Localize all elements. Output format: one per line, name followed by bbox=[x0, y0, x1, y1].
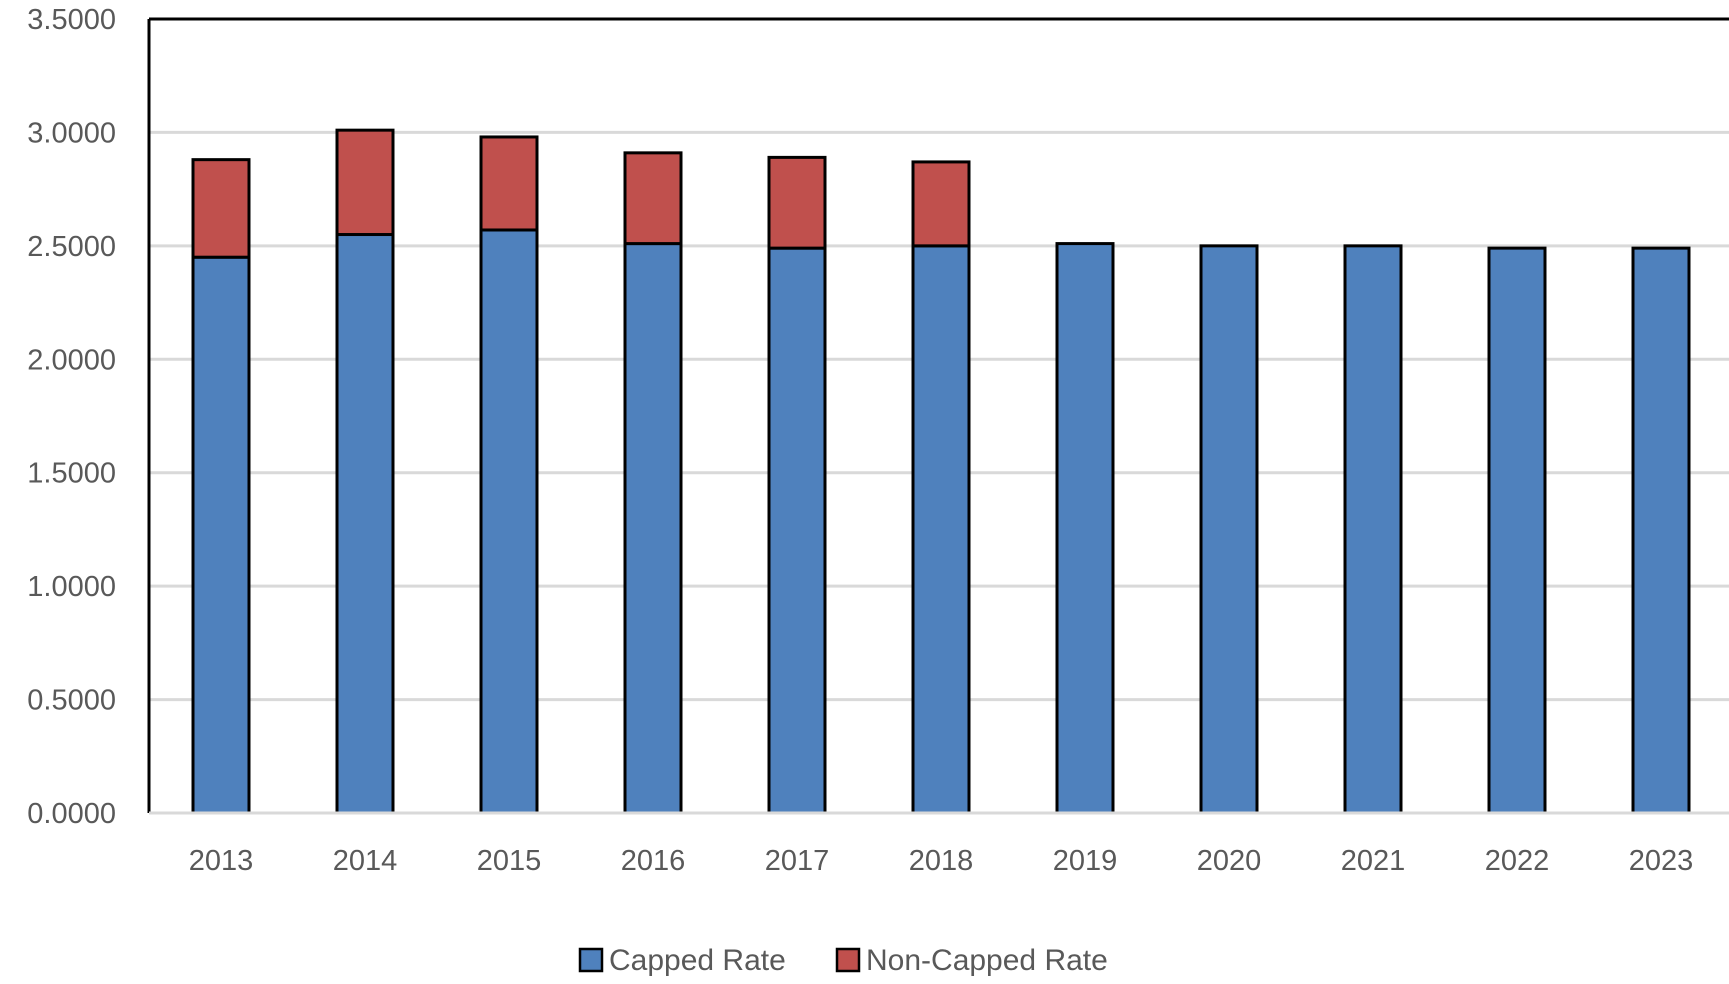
axes bbox=[147, 17, 1729, 815]
bar-capped-rate-2022 bbox=[1487, 246, 1547, 815]
legend-swatch-capped-rate bbox=[578, 947, 604, 973]
bar-capped-rate-2016 bbox=[623, 242, 683, 815]
y-tick-label: 2.5000 bbox=[27, 231, 116, 263]
y-tick-label: 2.0000 bbox=[27, 344, 116, 376]
x-tick-label: 2019 bbox=[1053, 845, 1118, 877]
x-tick-label: 2014 bbox=[333, 845, 398, 877]
x-axis-ticks: 2013 2014 2015 2016 2017 2018 2019 2020 2021 2022… bbox=[189, 845, 1694, 877]
bar-capped-rate-2013 bbox=[191, 255, 251, 815]
x-tick-label: 2021 bbox=[1341, 845, 1406, 877]
bar-capped-rate-2017 bbox=[767, 246, 827, 815]
bar-non-capped-rate-2017 bbox=[767, 155, 827, 250]
y-tick-label: 1.0000 bbox=[27, 571, 116, 603]
x-tick-label: 2017 bbox=[765, 845, 830, 877]
x-tick-label: 2013 bbox=[189, 845, 254, 877]
bar-capped-rate-2019 bbox=[1055, 242, 1115, 815]
bar-non-capped-rate-2018 bbox=[911, 160, 971, 248]
legend-label-non-capped-rate: Non-Capped Rate bbox=[866, 944, 1108, 977]
bar-capped-rate-2018 bbox=[911, 244, 971, 815]
y-axis-ticks: 0.0000 0.5000 1.0000 1.5000 2.0000 2.5000 3.00… bbox=[27, 4, 116, 830]
y-tick-label: 3.5000 bbox=[27, 4, 116, 36]
bar-non-capped-rate-2013 bbox=[191, 158, 251, 259]
x-tick-label: 2015 bbox=[477, 845, 542, 877]
bar-capped-rate-2021 bbox=[1343, 244, 1403, 815]
bars bbox=[191, 128, 1691, 815]
bar-capped-rate-2014 bbox=[335, 233, 395, 815]
bar-non-capped-rate-2014 bbox=[335, 128, 395, 237]
x-tick-label: 2022 bbox=[1485, 845, 1550, 877]
bar-capped-rate-2020 bbox=[1199, 244, 1259, 815]
x-tick-label: 2016 bbox=[621, 845, 686, 877]
legend-swatch-non-capped-rate bbox=[835, 947, 861, 973]
bar-capped-rate-2023 bbox=[1631, 246, 1691, 815]
y-tick-label: 0.0000 bbox=[27, 798, 116, 830]
bar-non-capped-rate-2015 bbox=[479, 135, 539, 232]
legend: Capped Rate Non-Capped Rate bbox=[578, 944, 1108, 977]
bar-capped-rate-2015 bbox=[479, 228, 539, 815]
y-tick-label: 0.5000 bbox=[27, 685, 116, 717]
bar-non-capped-rate-2016 bbox=[623, 151, 683, 246]
x-tick-label: 2018 bbox=[909, 845, 974, 877]
x-tick-label: 2020 bbox=[1197, 845, 1262, 877]
legend-label-capped-rate: Capped Rate bbox=[609, 944, 786, 977]
x-tick-label: 2023 bbox=[1629, 845, 1694, 877]
y-tick-label: 3.0000 bbox=[27, 117, 116, 149]
y-tick-label: 1.5000 bbox=[27, 458, 116, 490]
